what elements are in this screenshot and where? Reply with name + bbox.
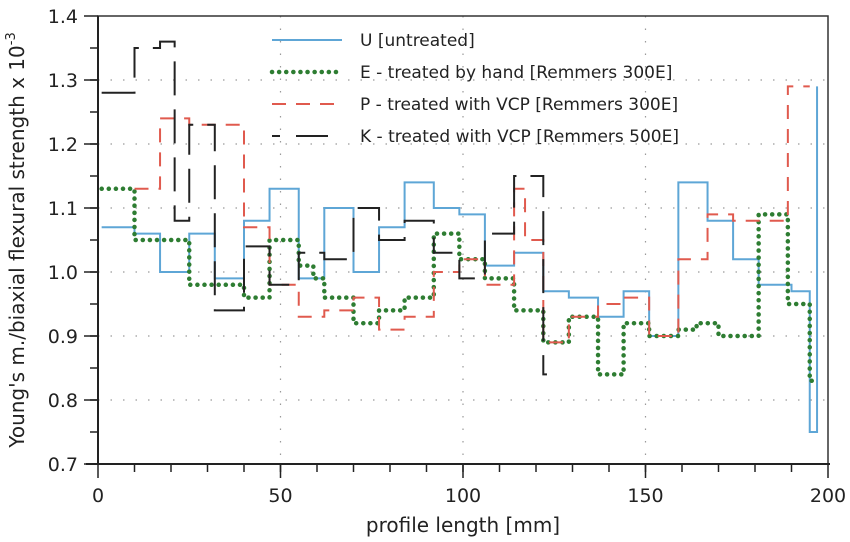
- legend-label: E - treated by hand [Remmers 300E]: [360, 63, 672, 83]
- y-axis-title-main: Young's m./biaxial flexural strength x 1…: [5, 45, 29, 448]
- x-tick-label: 100: [445, 485, 481, 507]
- y-tick-label: 1.0: [48, 262, 78, 284]
- y-tick-label: 1.3: [48, 70, 78, 92]
- series-line-k: [101, 40, 547, 376]
- legend-label: K - treated with VCP [Remmers 500E]: [360, 127, 679, 147]
- y-axis-title: Young's m./biaxial flexural strength x 1…: [4, 32, 29, 448]
- y-tick-label: 0.7: [48, 454, 78, 476]
- y-axis-title-superscript: -3: [4, 32, 19, 45]
- legend: U [untreated] E - treated by hand [Remmer…: [269, 31, 679, 147]
- y-tick-label: 0.8: [48, 390, 78, 412]
- plot-frame: [97, 15, 829, 465]
- y-tick-label: 1.4: [48, 6, 78, 28]
- ticks: 0.7 0.8 0.9 1.0 1.1 1.2 1.3 1.4 0 50 100 150 200: [48, 6, 846, 507]
- y-tick-label: 1.2: [48, 134, 78, 156]
- x-tick-label: 200: [810, 485, 846, 507]
- x-tick-label: 150: [627, 485, 663, 507]
- x-axis-title: profile length [mm]: [366, 513, 560, 537]
- grid: [98, 16, 828, 464]
- series-layer: [99, 40, 819, 433]
- y-tick-label: 1.1: [48, 198, 78, 220]
- y-tick-label: 0.9: [48, 326, 78, 348]
- x-tick-label: 50: [268, 485, 292, 507]
- legend-label: P - treated with VCP [Remmers 300E]: [360, 95, 678, 115]
- x-tick-label: 0: [92, 485, 104, 507]
- legend-label: U [untreated]: [360, 31, 475, 51]
